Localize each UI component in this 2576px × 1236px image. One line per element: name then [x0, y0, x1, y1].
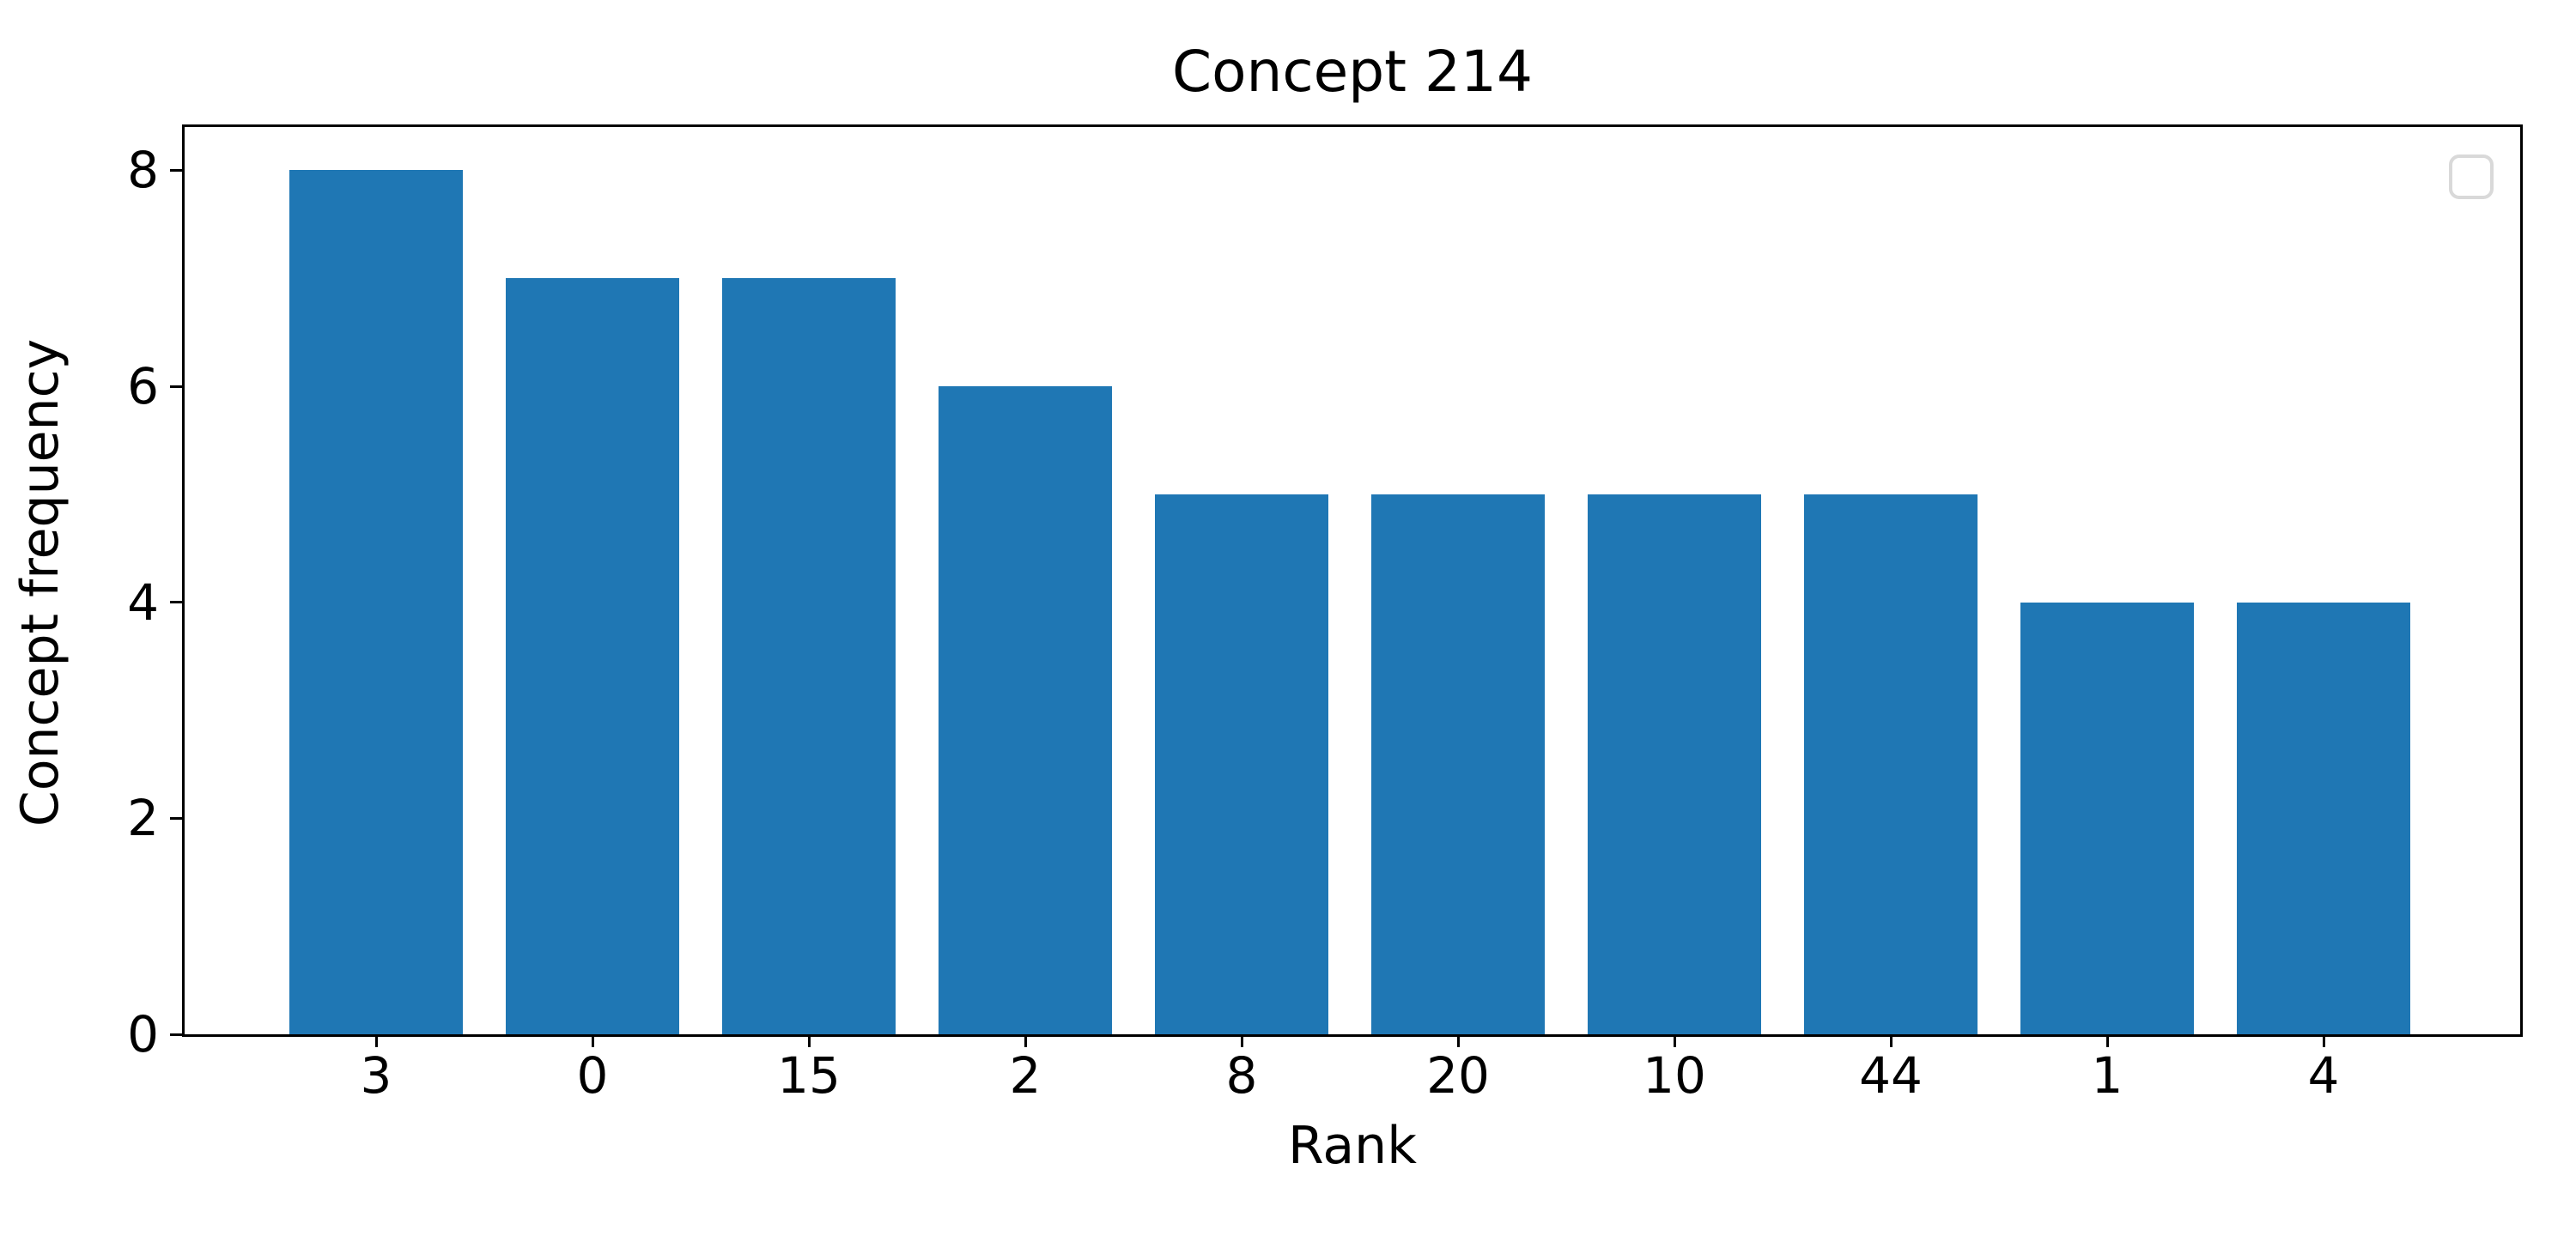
x-tick-label: 20: [1426, 1046, 1490, 1105]
bar: [289, 170, 463, 1034]
legend-box: [2449, 154, 2494, 199]
bar: [722, 278, 896, 1034]
bars-container: [185, 127, 2520, 1034]
bar: [1804, 494, 1978, 1034]
x-tick-label: 3: [360, 1046, 392, 1105]
x-tick-mark: [2323, 1034, 2325, 1047]
x-tick-mark: [375, 1034, 378, 1047]
x-tick-label: 4: [2307, 1046, 2340, 1105]
x-tick-label: 10: [1643, 1046, 1706, 1105]
x-tick-label: 8: [1225, 1046, 1258, 1105]
y-tick-mark: [170, 385, 183, 388]
bar: [506, 278, 679, 1034]
y-tick-mark: [170, 601, 183, 604]
y-tick-label: 6: [127, 357, 159, 415]
x-axis-label: Rank: [1288, 1116, 1417, 1176]
x-tick-mark: [1024, 1034, 1027, 1047]
plot-area: [182, 124, 2523, 1037]
y-tick-mark: [170, 816, 183, 820]
x-tick-mark: [592, 1034, 594, 1047]
bar: [1588, 494, 1761, 1034]
x-tick-label: 44: [1859, 1046, 1923, 1105]
x-tick-mark: [1241, 1034, 1243, 1047]
y-tick-mark: [170, 168, 183, 172]
y-tick-label: 8: [127, 141, 159, 200]
bar: [939, 386, 1112, 1034]
x-tick-label: 15: [777, 1046, 841, 1105]
x-tick-label: 2: [1009, 1046, 1042, 1105]
x-tick-label: 0: [576, 1046, 609, 1105]
chart-title: Concept 214: [1172, 39, 1533, 105]
y-tick-label: 0: [127, 1005, 159, 1063]
x-tick-mark: [2106, 1034, 2109, 1047]
y-tick-mark: [170, 1033, 183, 1036]
x-tick-mark: [808, 1034, 811, 1047]
x-tick-mark: [1674, 1034, 1676, 1047]
y-tick-label: 2: [127, 789, 159, 848]
bar: [2237, 603, 2410, 1034]
x-tick-mark: [1890, 1034, 1893, 1047]
bar: [2020, 603, 2194, 1034]
y-tick-label: 4: [127, 573, 159, 632]
x-tick-mark: [1457, 1034, 1460, 1047]
bar: [1371, 494, 1545, 1034]
x-tick-label: 1: [2091, 1046, 2123, 1105]
bar: [1155, 494, 1328, 1034]
